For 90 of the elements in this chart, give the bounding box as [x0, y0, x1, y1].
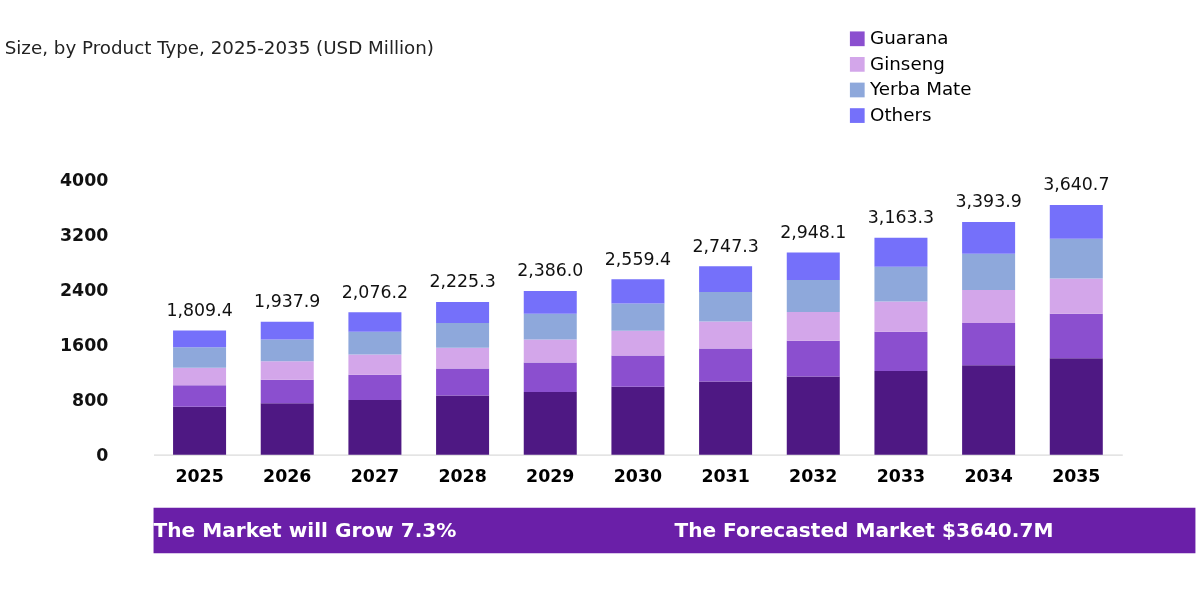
bar [173, 347, 227, 368]
bar [699, 266, 753, 293]
bar [173, 330, 227, 348]
bar [962, 290, 1016, 324]
legend-label: Yerba Mate [869, 78, 972, 100]
bar [436, 368, 490, 396]
total-label: 3,163.3 [867, 207, 935, 228]
bar [348, 312, 402, 332]
bar [874, 331, 928, 372]
x-tick-label: 2033 [876, 465, 926, 486]
x-tick-label: 2028 [438, 465, 487, 486]
total-label: 3,393.9 [955, 191, 1022, 212]
bar [962, 222, 1016, 254]
bar [436, 347, 490, 369]
x-tick-label: 2034 [964, 465, 1013, 486]
total-label: 2,747.3 [692, 235, 759, 256]
x-tick-label: 2029 [526, 465, 575, 486]
bar [523, 339, 577, 363]
bar [260, 321, 314, 340]
y-tick-label: 1600 [59, 334, 109, 355]
bar [611, 355, 665, 387]
legend-label: Guarana [870, 27, 949, 49]
bar [874, 237, 928, 267]
bar [523, 313, 577, 340]
bar [699, 292, 753, 322]
bar [260, 339, 314, 362]
bar [1049, 313, 1103, 359]
bar [874, 301, 928, 332]
x-tick-label: 2031 [701, 465, 750, 486]
x-tick-label: 2030 [613, 465, 663, 486]
total-label: 1,809.4 [166, 299, 233, 320]
y-tick-label: 2400 [59, 280, 109, 301]
bar [1049, 278, 1103, 314]
total-label: 2,076.2 [341, 281, 409, 302]
bar [962, 323, 1016, 366]
bar [786, 312, 840, 341]
y-tick-label: 3200 [59, 225, 109, 246]
x-tick-label: 2027 [350, 465, 400, 486]
bar [699, 348, 753, 382]
bar [348, 400, 402, 455]
x-tick-label: 2025 [175, 465, 224, 486]
bar [611, 386, 665, 455]
bar [611, 279, 665, 304]
bar [699, 381, 753, 455]
bar [173, 385, 227, 407]
bar [699, 321, 753, 349]
bar [348, 354, 402, 375]
bar [874, 371, 928, 455]
bar [436, 302, 490, 324]
text: The Market will Grow 7.3% [153, 517, 457, 542]
bar [436, 323, 490, 348]
bar [786, 340, 840, 377]
bar [1049, 358, 1103, 455]
bar [1049, 238, 1103, 279]
bar [786, 376, 840, 455]
total-label: 2,225.3 [429, 271, 496, 292]
x-tick-label: 2026 [263, 465, 312, 486]
bar [173, 406, 227, 455]
bar [173, 367, 227, 386]
bar [523, 362, 577, 392]
x-tick-label: 2035 [1052, 465, 1101, 486]
bar [436, 395, 490, 455]
y-tick-label: 800 [72, 389, 109, 410]
bar [611, 330, 665, 356]
bar [348, 374, 402, 401]
bar [260, 361, 314, 380]
bar [348, 331, 402, 355]
bar [611, 303, 665, 331]
bar [962, 253, 1016, 291]
total-label: 1,937.9 [254, 291, 321, 312]
bar [1049, 205, 1103, 239]
y-tick-label: 0 [96, 444, 109, 465]
bar [260, 403, 314, 455]
text: The Forecasted Market $3640.7M [674, 517, 1054, 542]
total-label: 2,559.4 [604, 248, 672, 269]
total-label: 3,640.7 [1043, 174, 1110, 195]
bar [786, 252, 840, 280]
bar [962, 365, 1016, 455]
x-tick-label: 2032 [789, 465, 838, 486]
chart-subtitle: Size, by Product Type, 2025-2035 (USD Million) [4, 37, 434, 59]
total-label: 2,948.1 [780, 221, 847, 242]
bar [523, 291, 577, 314]
y-tick-label: 4000 [59, 170, 109, 191]
legend-label: Others [870, 104, 932, 126]
bar [523, 391, 577, 455]
bar [786, 279, 840, 312]
bar [260, 379, 314, 404]
legend-label: Ginseng [870, 52, 945, 74]
total-label: 2,386.0 [517, 260, 584, 281]
bar [874, 266, 928, 302]
